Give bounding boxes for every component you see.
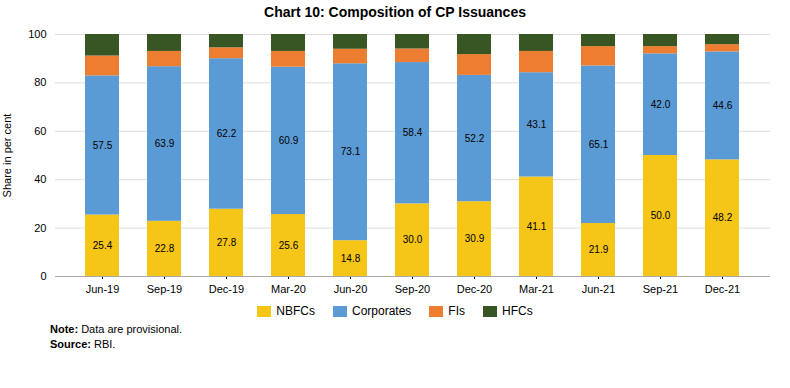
svg-text:60.9: 60.9 [279, 135, 299, 146]
svg-text:50.0: 50.0 [651, 210, 671, 221]
svg-text:73.1: 73.1 [341, 146, 361, 157]
html-text:NBFCs: NBFCs [276, 304, 315, 318]
svg-text:Sep-20: Sep-20 [395, 283, 430, 295]
svg-text:60: 60 [34, 125, 46, 137]
svg-text:41.1: 41.1 [527, 221, 547, 232]
svg-text:Jun-19: Jun-19 [86, 283, 120, 295]
svg-text:63.9: 63.9 [155, 138, 175, 149]
svg-text:14.8: 14.8 [341, 253, 361, 264]
svg-text:Share in per cent: Share in per cent [1, 114, 13, 198]
svg-text:48.2: 48.2 [713, 212, 733, 223]
svg-text:58.4: 58.4 [403, 127, 423, 138]
html-text:Chart 10: Composition of CP Is: Chart 10: Composition of CP Issuances [264, 4, 526, 20]
svg-text:Mar-20: Mar-20 [271, 283, 306, 295]
svg-text:62.2: 62.2 [217, 128, 237, 139]
svg-text:52.2: 52.2 [465, 133, 485, 144]
svg-text:0: 0 [40, 270, 46, 282]
svg-text:25.4: 25.4 [93, 240, 113, 251]
html-text:Source: RBI.: Source: RBI. [50, 338, 116, 350]
svg-text:65.1: 65.1 [589, 139, 609, 150]
html-text:Note: Data are provisional.: Note: Data are provisional. [50, 323, 183, 335]
svg-text:Jun-20: Jun-20 [334, 283, 368, 295]
svg-text:57.5: 57.5 [93, 140, 113, 151]
html-text:Corporates: Corporates [352, 304, 412, 318]
svg-text:20: 20 [34, 222, 46, 234]
svg-text:43.1: 43.1 [527, 119, 547, 130]
svg-text:40: 40 [34, 173, 46, 185]
svg-text:Dec-20: Dec-20 [457, 283, 492, 295]
svg-text:Jun-21: Jun-21 [582, 283, 616, 295]
html-text:HFCs: HFCs [502, 304, 533, 318]
html-text:FIs: FIs [448, 304, 465, 318]
svg-text:Sep-19: Sep-19 [147, 283, 182, 295]
svg-text:30.9: 30.9 [465, 233, 485, 244]
svg-text:Mar-21: Mar-21 [519, 283, 554, 295]
svg-text:Dec-21: Dec-21 [705, 283, 740, 295]
svg-text:30.0: 30.0 [403, 234, 423, 245]
svg-text:Sep-21: Sep-21 [643, 283, 678, 295]
svg-text:44.6: 44.6 [713, 100, 733, 111]
svg-text:80: 80 [34, 76, 46, 88]
svg-text:21.9: 21.9 [589, 244, 609, 255]
svg-text:42.0: 42.0 [651, 99, 671, 110]
svg-text:25.6: 25.6 [279, 240, 299, 251]
svg-text:100: 100 [28, 28, 46, 40]
svg-text:Dec-19: Dec-19 [209, 283, 244, 295]
svg-text:22.8: 22.8 [155, 243, 175, 254]
svg-text:27.8: 27.8 [217, 237, 237, 248]
